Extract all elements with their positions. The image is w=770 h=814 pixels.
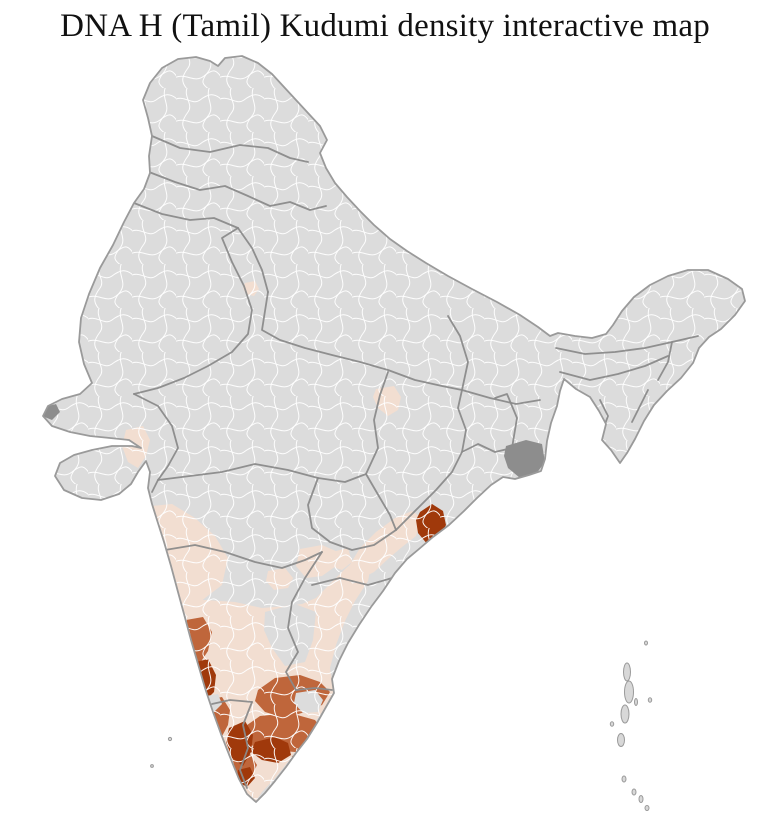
lakshadweep-islands[interactable] xyxy=(150,736,173,768)
state-borders xyxy=(133,135,699,789)
andaman-nicobar-islands[interactable] xyxy=(609,640,653,811)
district-boundaries-mesh xyxy=(43,56,745,802)
sundarbans-delta xyxy=(504,440,545,478)
india-coastline xyxy=(42,55,746,803)
page-title: DNA H (Tamil) Kudumi density interactive… xyxy=(60,8,710,44)
